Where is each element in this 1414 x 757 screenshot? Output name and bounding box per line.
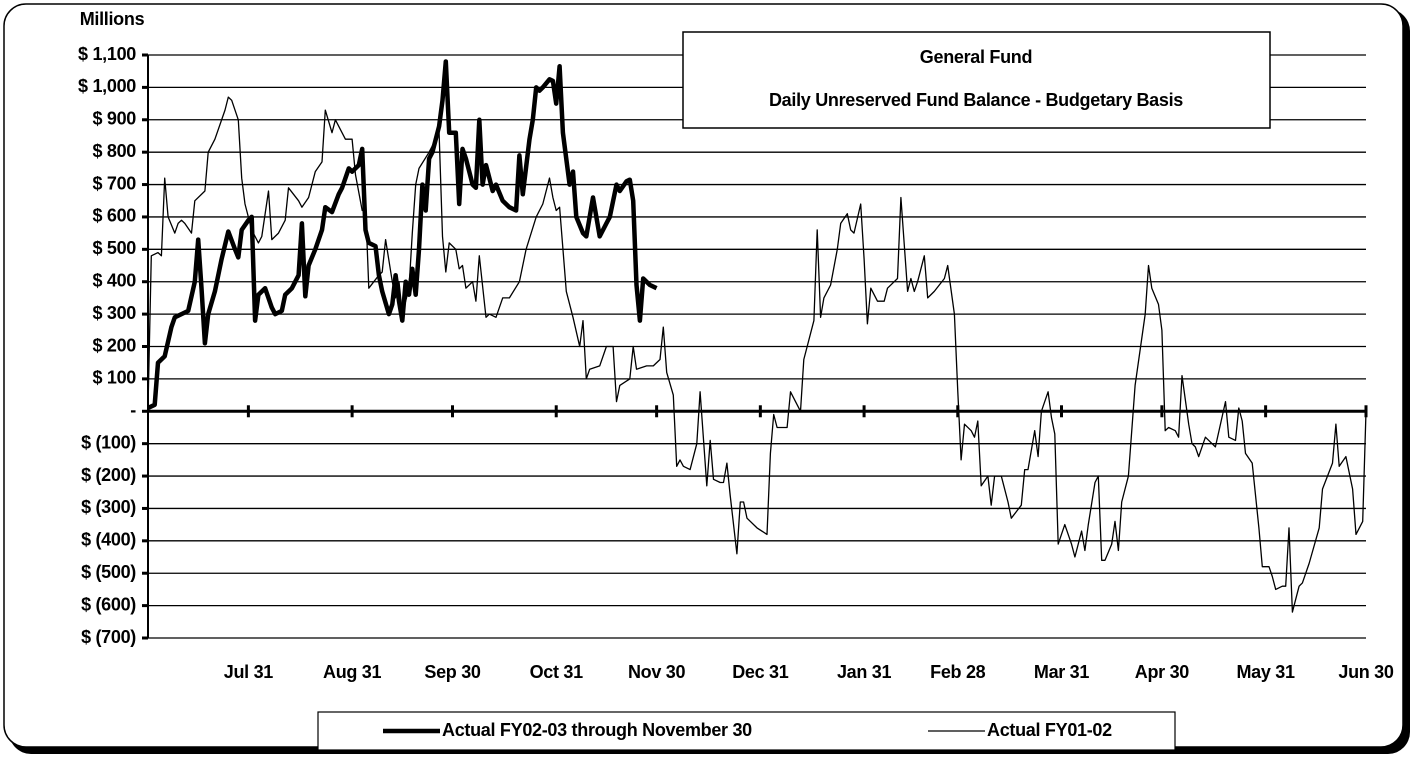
x-tick-label: May 31	[1236, 662, 1295, 682]
y-tick-label: $ 200	[92, 335, 136, 355]
y-tick-label: $ 300	[92, 303, 136, 323]
y-tick-label: $ 600	[92, 206, 136, 226]
y-tick-label: $ 100	[92, 368, 136, 388]
legend-label: Actual FY01-02	[987, 720, 1112, 740]
x-tick-label: Aug 31	[323, 662, 382, 682]
y-tick-label: $ 500	[92, 238, 136, 258]
y-tick-label: $ 400	[92, 270, 136, 290]
plot-area: $ 1,100 $ 1,000 $ 900 $ 800 $ 700 $ 600 $ 500 $…	[78, 44, 1394, 682]
y-tick-label: $ 800	[92, 141, 136, 161]
chart-title: General Fund	[920, 47, 1032, 67]
y-tick-label: $ (600)	[81, 594, 136, 614]
y-tick-label: $ (200)	[81, 465, 136, 485]
legend	[317, 711, 1176, 751]
chart-subtitle: Daily Unreserved Fund Balance - Budgetar…	[769, 90, 1183, 110]
x-tick-label: Jul 31	[224, 662, 274, 682]
y-tick-label: $ (700)	[81, 627, 136, 647]
y-tick-label: $ 1,100	[78, 44, 136, 64]
y-tick-label: $ (100)	[81, 432, 136, 452]
x-tick-label: Feb 28	[930, 662, 986, 682]
x-tick-label: Apr 30	[1135, 662, 1190, 682]
x-tick-label: Sep 30	[424, 662, 481, 682]
series-line	[147, 59, 658, 411]
title-box	[682, 31, 1271, 129]
y-tick-label: -	[130, 400, 136, 420]
y-tick-label: $ (500)	[81, 562, 136, 582]
x-tick-label: Dec 31	[732, 662, 789, 682]
legend-label: Actual FY02-03 through November 30	[442, 720, 752, 740]
x-tick-label: Oct 31	[530, 662, 584, 682]
y-tick-label: $ 1,000	[78, 76, 136, 96]
y-tick-label: $ 900	[92, 109, 136, 129]
y-tick-label: $ (300)	[81, 497, 136, 517]
x-tick-label: Mar 31	[1034, 662, 1090, 682]
y-tick-label: $ 700	[92, 173, 136, 193]
y-tick-label: $ (400)	[81, 530, 136, 550]
x-tick-label: Jun 30	[1338, 662, 1394, 682]
series-line	[147, 96, 1367, 613]
x-tick-label: Nov 30	[628, 662, 686, 682]
y-axis-label: Millions	[80, 9, 145, 29]
x-tick-label: Jan 31	[837, 662, 892, 682]
